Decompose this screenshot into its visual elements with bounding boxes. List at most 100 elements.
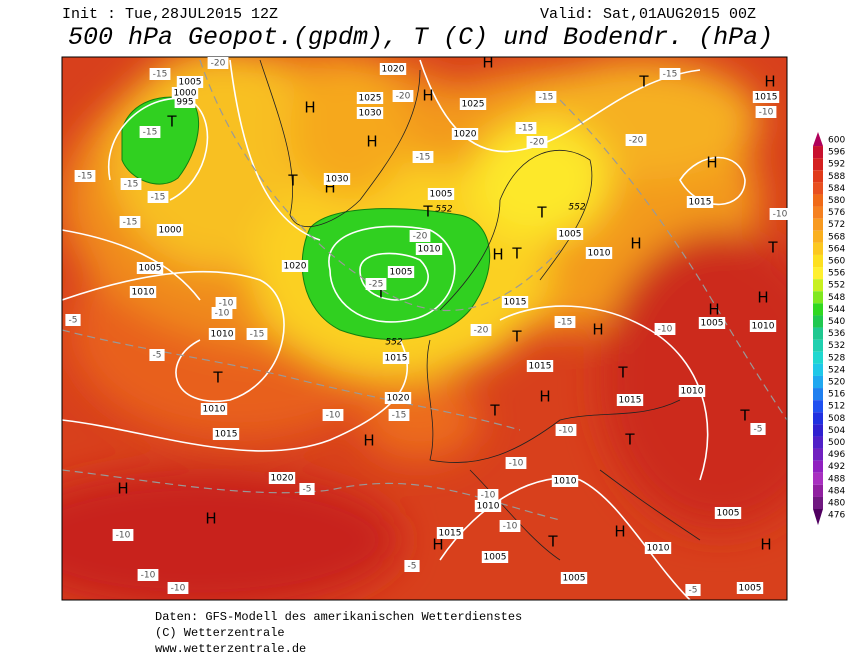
pressure-center: H (432, 536, 443, 554)
colorbar-label: 560 (828, 257, 845, 267)
isotherm-label-box (388, 409, 410, 421)
isobar-label-box (382, 352, 410, 364)
colorbar-label: 504 (828, 426, 845, 436)
colorbar-swatch (813, 279, 823, 292)
isobar-label: 1010 (647, 544, 670, 554)
pressure-center: H (304, 99, 315, 117)
isobar-label: 1005 (717, 509, 740, 519)
isotherm-label: -10 (116, 531, 131, 541)
isotherm-label: -10 (481, 491, 496, 501)
isotherm-label-box (412, 151, 434, 163)
colorbar-label: 588 (828, 172, 845, 182)
colorbar-label: 524 (828, 365, 845, 375)
isobar-label: 1005 (390, 268, 413, 278)
colorbar-swatch (813, 291, 823, 304)
isobar-label: 1020 (387, 394, 410, 404)
map-field (62, 57, 787, 600)
isotherm-label-box (139, 126, 161, 138)
height-contour-label: 552 (435, 205, 452, 215)
isobar-label-box (585, 247, 613, 259)
isobar-label-box (551, 475, 579, 487)
colorbar-swatch (813, 412, 823, 425)
isotherm-label: -15 (78, 172, 93, 182)
isotherm-label-box (750, 423, 766, 435)
colorbar-swatch (813, 315, 823, 328)
isobar-label: 1020 (454, 130, 477, 140)
isobar-label-box (136, 262, 164, 274)
isobar-label: 1005 (484, 553, 507, 563)
isotherm-label-box (625, 134, 647, 146)
isobar-label: 1015 (619, 396, 642, 406)
isotherm-label-box (769, 208, 791, 220)
pressure-center: T (422, 203, 433, 221)
isobar-label-box (481, 551, 509, 563)
pressure-center: H (764, 73, 775, 91)
isobar-label: 1005 (179, 78, 202, 88)
isotherm-label: -20 (396, 92, 411, 102)
isotherm-label: -10 (326, 411, 341, 421)
colorbar-label: 596 (828, 148, 845, 158)
isobar-label: 1015 (504, 298, 527, 308)
isotherm-label: -20 (474, 326, 489, 336)
colorbar-label: 544 (828, 305, 845, 315)
isotherm-label-box (515, 122, 537, 134)
isobar-label: 1005 (701, 319, 724, 329)
height-contour-label: 552 (568, 203, 585, 213)
isobar-label-box (174, 96, 196, 108)
pressure-center: T (212, 369, 223, 387)
isobar-label-box (387, 266, 415, 278)
isotherm-label-box (526, 136, 548, 148)
pressure-center: H (117, 480, 128, 498)
colorbar-swatch (813, 400, 823, 413)
colorbar-swatch (813, 460, 823, 473)
pressure-center: T (638, 73, 649, 91)
isotherm-label-box (215, 297, 237, 309)
isotherm-label: -10 (219, 299, 234, 309)
isobar-label: 1020 (284, 262, 307, 272)
isotherm-label: -10 (215, 309, 230, 319)
pressure-center: T (489, 402, 500, 420)
pressure-center: T (739, 407, 750, 425)
footer-line: www.wetterzentrale.de (155, 642, 306, 656)
isotherm-label-box (685, 584, 701, 596)
isotherm-label: -10 (503, 522, 518, 532)
isobar-label: 1010 (418, 245, 441, 255)
isobar-label: 1020 (271, 474, 294, 484)
isotherm-label: -10 (171, 584, 186, 594)
colorbar-swatch (813, 158, 823, 171)
isobar-label: 1000 (159, 226, 182, 236)
colorbar-arrow (813, 509, 823, 526)
isotherm-label-box (409, 230, 431, 242)
isobar-label: 1010 (203, 405, 226, 415)
pressure-center: H (205, 510, 216, 528)
isotherm-label-box (147, 191, 169, 203)
isobar-label: 1010 (554, 477, 577, 487)
isobar-label-box (356, 107, 384, 119)
isotherm-label-box (65, 314, 81, 326)
colorbar-swatch (813, 436, 823, 449)
isobar-label: 1015 (385, 354, 408, 364)
isobar-label-box (526, 360, 554, 372)
isotherm-label: -10 (141, 571, 156, 581)
isotherm-label-box (137, 569, 159, 581)
isobar-label: 1025 (462, 100, 485, 110)
isobar-label-box (474, 500, 502, 512)
isobar-label-box (208, 328, 236, 340)
isotherm-label-box (555, 424, 577, 436)
isotherm-label: -20 (413, 232, 428, 242)
isobar-label: 1010 (132, 288, 155, 298)
isobar-label-box (384, 392, 412, 404)
isobar-label-box (212, 428, 240, 440)
colorbar-label: 500 (828, 438, 845, 448)
colorbar-swatch (813, 375, 823, 389)
pressure-center: T (287, 172, 298, 190)
isobar-label-box (436, 527, 464, 539)
isotherm-label-box (477, 489, 499, 501)
isobar-label: 1005 (563, 574, 586, 584)
pressure-center: H (422, 87, 433, 105)
low-core (121, 96, 200, 185)
colorbar-label: 592 (828, 160, 845, 170)
isotherm-label-box (499, 520, 521, 532)
isotherm-label-box (167, 582, 189, 594)
